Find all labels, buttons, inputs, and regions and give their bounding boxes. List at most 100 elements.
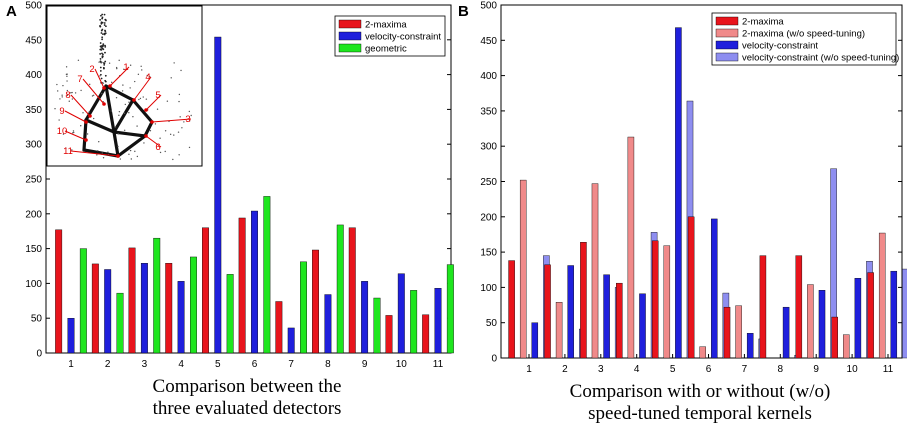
panel-b-bar-1-cat-9 [795, 255, 803, 359]
panel-b-ytick-label: 350 [480, 106, 497, 117]
inset-point [130, 158, 133, 160]
inset-point [107, 151, 109, 153]
panel-b-bar-3-cat-11 [890, 270, 898, 359]
panel-b-bar-1-cat-2 [544, 264, 551, 359]
inset-point [188, 120, 191, 122]
panel-b-bar-1-cat-11 [867, 272, 874, 359]
panel-b-bar-1-cat-6 [687, 216, 695, 359]
panel-b-bar-3-cat-2 [567, 265, 574, 359]
inset-labels: 1 2 3 45 6 789 10 11 [57, 62, 192, 158]
panel-a-bar-2-cat-2 [104, 269, 112, 354]
inset-point [101, 13, 104, 16]
inset-label-6: 6 [155, 142, 160, 153]
panel-a-bar-2-cat-5 [214, 36, 222, 354]
inset-point [56, 90, 59, 92]
inset-point [99, 45, 102, 48]
inset-point [154, 123, 157, 125]
panel-a-legend-swatch-1 [338, 19, 362, 29]
inset-label-point [150, 120, 154, 124]
inset-point [104, 45, 107, 48]
panel-b-bar-1-cat-8 [759, 255, 767, 359]
inset-label-point [102, 102, 106, 106]
inset-point [178, 154, 180, 156]
panel-a-ytick-label: 250 [25, 175, 42, 186]
inset-label-point [132, 98, 136, 102]
inset-cube-edge [112, 98, 135, 134]
inset-label-point [108, 84, 112, 88]
inset-label-4: 4 [145, 72, 150, 83]
inset-point [103, 62, 106, 65]
panel-a-bar-2-cat-7 [287, 327, 295, 354]
inset-point [103, 13, 106, 16]
inset-point [68, 100, 70, 102]
inset-label-7: 7 [77, 74, 82, 85]
panel-b-bar-4-cat-11 [902, 268, 907, 359]
inset-label-8: 8 [65, 90, 70, 101]
panel-a-bar-1-cat-1 [55, 229, 63, 354]
panel-a-letter: A [6, 3, 17, 20]
panel-a-legend-label-3: geometric [365, 44, 407, 55]
inset-point [99, 66, 102, 69]
inset-point [143, 142, 145, 144]
panel-b-xtick-label: 11 [883, 364, 894, 375]
panel-b-xtick-label: 7 [742, 364, 748, 375]
inset-point [73, 131, 75, 134]
panel-b-bar-3-cat-1 [531, 322, 539, 359]
panel-a-bar-3-cat-10 [410, 290, 418, 354]
inset-point [102, 66, 105, 69]
panel-a-xtick-label: 5 [215, 359, 221, 370]
inset-point [88, 111, 90, 113]
panel-b-ytick-label: 400 [480, 71, 497, 82]
inset-point [104, 29, 106, 32]
panel-a-bar-3-cat-7 [300, 261, 307, 354]
inset-point [65, 73, 68, 76]
inset-cube-edge [143, 120, 154, 138]
inset-point [179, 116, 181, 118]
panel-a-ytick-label: 200 [25, 209, 42, 220]
inset-point [99, 53, 102, 55]
inset-point [101, 47, 104, 50]
inset-point [100, 62, 102, 64]
inset-point [62, 84, 64, 87]
inset-point [142, 96, 144, 98]
panel-a-xtick-label: 4 [178, 359, 184, 370]
panel-b-bar-2-cat-7 [735, 305, 742, 359]
inset-point [101, 17, 104, 20]
panel-a-legend-label-2: velocity-constraint [365, 32, 441, 43]
panel-b-legend-label-3: velocity-constraint [742, 41, 818, 52]
panel-b-bar-3-cat-7 [746, 333, 754, 359]
panel-a-xtick-label: 10 [396, 359, 408, 370]
inset-point [121, 90, 124, 92]
inset-point [145, 98, 148, 100]
inset-point [97, 150, 99, 152]
panel-a-bar-3-cat-11 [446, 264, 454, 354]
inset-point [115, 66, 118, 69]
panel-a-bar-3-cat-1 [79, 248, 87, 354]
inset-point [146, 74, 148, 77]
panel-a-xtick-label: 9 [362, 359, 368, 370]
panel-b-ytick-label: 500 [480, 1, 497, 12]
inset-point [105, 19, 107, 22]
inset-point [58, 119, 60, 121]
inset-point [140, 65, 142, 67]
panel-b-bar-1-cat-7 [723, 306, 731, 359]
panel-b-xtick-label: 10 [847, 364, 859, 375]
inset-point [99, 58, 102, 60]
inset-label-9: 9 [59, 106, 64, 117]
inset-point [129, 87, 131, 89]
inset-point [65, 66, 68, 68]
inset-point [190, 114, 192, 117]
panel-a-legend-swatch-2 [338, 31, 362, 41]
inset-label-5: 5 [155, 90, 160, 101]
inset-label-arrow [94, 68, 105, 89]
panel-b-bar-1-cat-1 [508, 260, 515, 359]
panel-b-ytick-label: 300 [480, 142, 497, 153]
panel-a-bar-2-cat-6 [251, 210, 258, 354]
panel-a-bar-3-cat-8 [336, 224, 344, 354]
panel-b-xtick-label: 8 [778, 364, 784, 375]
panel-a-ytick-label: 150 [25, 244, 42, 255]
inset-point [123, 129, 126, 131]
panel-a-bar-1-cat-3 [128, 247, 136, 354]
panel-b-caption-line-2: speed-tuned temporal kernels [588, 403, 812, 424]
